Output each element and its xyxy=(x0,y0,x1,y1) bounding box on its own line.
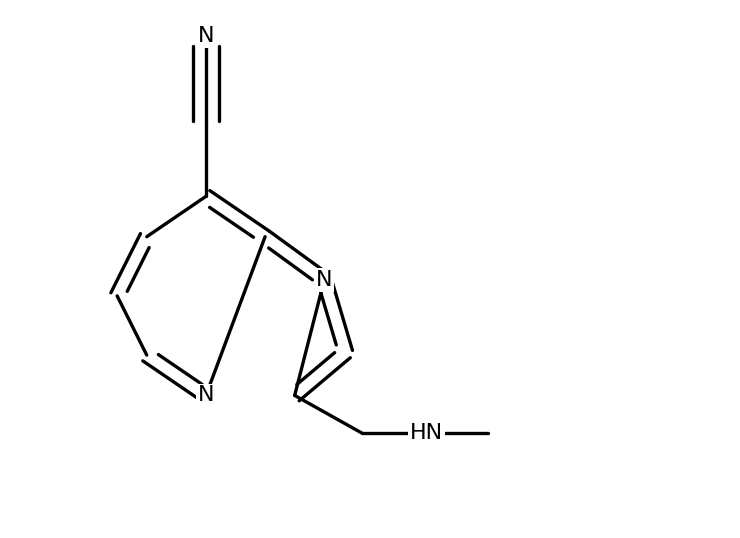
Text: HN: HN xyxy=(410,423,443,443)
Text: N: N xyxy=(198,385,214,406)
Text: N: N xyxy=(316,270,332,290)
Text: N: N xyxy=(198,26,214,46)
